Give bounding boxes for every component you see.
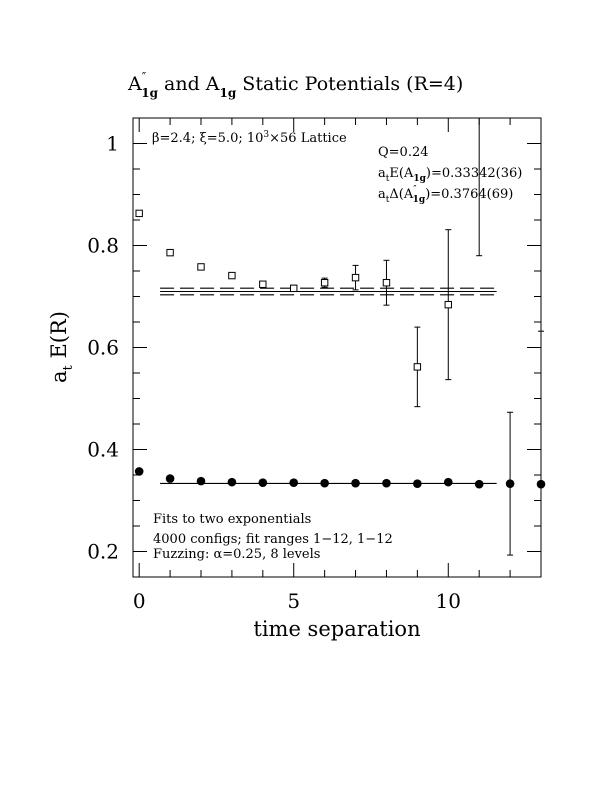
data-point-square (444, 300, 452, 309)
y-tick-label: 1 (106, 132, 119, 156)
data-point-circle (413, 479, 422, 488)
data-point-circle (134, 467, 144, 476)
data-point-circle (227, 477, 237, 487)
data-point-circle (443, 477, 453, 487)
data-marks (134, 118, 546, 577)
chart-title: A″ 1g and A1g Static Potentials (R=4) (127, 70, 463, 100)
lattice-annotation: β=2.4; ξ=5.0; 103×56 Lattice (152, 130, 347, 146)
data-point-square (259, 280, 267, 288)
data-point-circle (320, 478, 329, 488)
energy-annotation: atE(A1g)=0.33342(36) (378, 166, 522, 184)
data-point-square (413, 363, 422, 371)
fit-lines (160, 287, 497, 485)
y-tick-label: 0.6 (87, 336, 119, 360)
data-point-square (320, 279, 329, 287)
y-tick-label: 0.8 (87, 234, 119, 258)
data-point-circle (351, 478, 360, 488)
data-point-square (135, 209, 143, 218)
y-axis-label: at E(R) (47, 311, 76, 383)
data-point-circle (474, 479, 484, 489)
y-tick-label: 0.4 (87, 438, 119, 462)
data-point-square (228, 271, 236, 280)
data-point-circle (289, 478, 299, 487)
fit-annotation-line: 4000 configs; fit ranges 1−12, 1−12 (153, 532, 393, 547)
data-point-circle (196, 476, 206, 486)
x-tick-label: 0 (133, 589, 146, 613)
data-point-circle (536, 479, 546, 489)
data-point-circle (382, 478, 391, 488)
x-tick-label: 10 (436, 589, 461, 613)
x-tick-labels: 0 5 10 (133, 589, 461, 613)
data-point-circle (165, 474, 175, 483)
x-tick-label: 5 (287, 589, 300, 613)
fit-annotation-line: Fits to two exponentials (153, 512, 311, 527)
data-point-square (290, 284, 298, 293)
gap-annotation: atΔ(A″ 1g)=0.3764(69) (378, 185, 513, 205)
fit-annotation-line: Fuzzing: α=0.25, 8 levels (153, 547, 320, 562)
y-tick-label: 0.2 (87, 540, 119, 564)
q-annotation: Q=0.24 (378, 145, 429, 160)
data-point-square (382, 279, 391, 287)
data-point-square (166, 248, 174, 257)
data-point-square (351, 273, 360, 282)
data-point-square (197, 263, 205, 271)
axis-ticks (133, 117, 542, 578)
data-point-circle (505, 479, 515, 488)
y-tick-labels: 0.2 0.4 0.6 0.8 1 (87, 132, 119, 564)
x-axis-label: time separation (253, 617, 420, 641)
data-point-circle (258, 478, 268, 487)
